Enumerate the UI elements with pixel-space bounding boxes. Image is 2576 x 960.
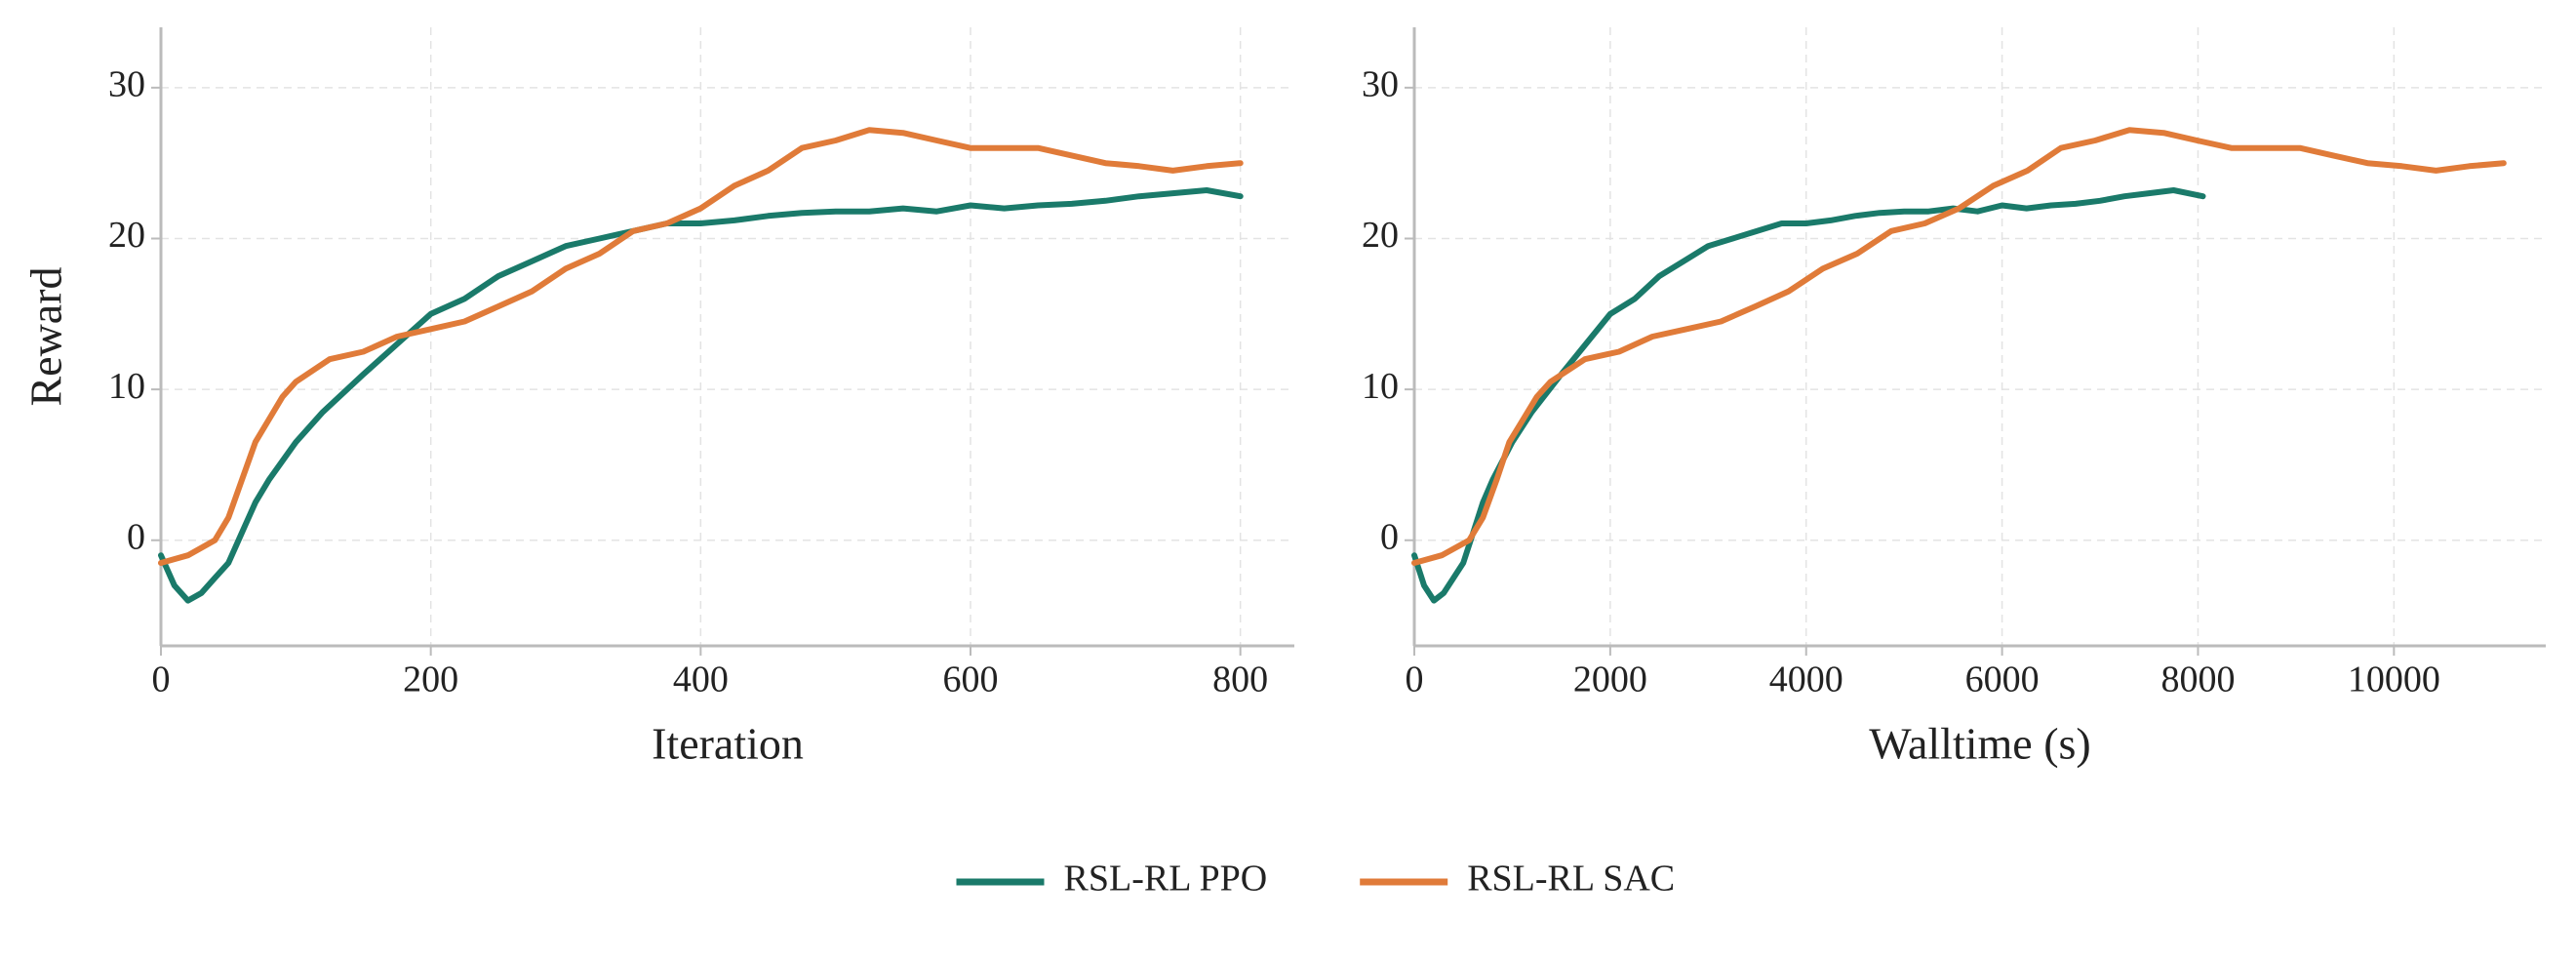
x-tick-label: 8000 <box>2160 660 2235 700</box>
legend-label: RSL-RL PPO <box>1064 859 1268 900</box>
y-tick-label: 30 <box>1362 64 1399 105</box>
series-line <box>1411 127 2507 566</box>
x-tick-label: 4000 <box>1769 660 1843 700</box>
x-tick-label: 600 <box>943 660 999 700</box>
y-tick-label: 30 <box>108 64 145 105</box>
y-tick-label: 20 <box>108 215 145 256</box>
x-tick-label: 2000 <box>1573 660 1647 700</box>
x-axis-label: Walltime (s) <box>1869 719 2091 769</box>
series-line <box>158 187 1244 604</box>
y-tick-label: 20 <box>1362 215 1399 256</box>
x-axis-label: Iteration <box>652 719 804 769</box>
y-tick-label: 10 <box>108 366 145 407</box>
legend-label: RSL-RL SAC <box>1467 859 1675 900</box>
series-line <box>1411 187 2206 604</box>
series-line <box>158 127 1244 566</box>
y-tick-label: 0 <box>127 516 145 557</box>
y-tick-label: 0 <box>1380 516 1399 557</box>
x-tick-label: 0 <box>152 660 171 700</box>
x-tick-label: 400 <box>673 660 729 700</box>
y-axis-label: Reward <box>21 266 71 406</box>
x-tick-label: 800 <box>1212 660 1268 700</box>
x-tick-label: 0 <box>1406 660 1424 700</box>
x-tick-label: 10000 <box>2348 660 2440 700</box>
y-tick-label: 10 <box>1362 366 1399 407</box>
x-tick-label: 200 <box>403 660 458 700</box>
x-tick-label: 6000 <box>1965 660 2040 700</box>
